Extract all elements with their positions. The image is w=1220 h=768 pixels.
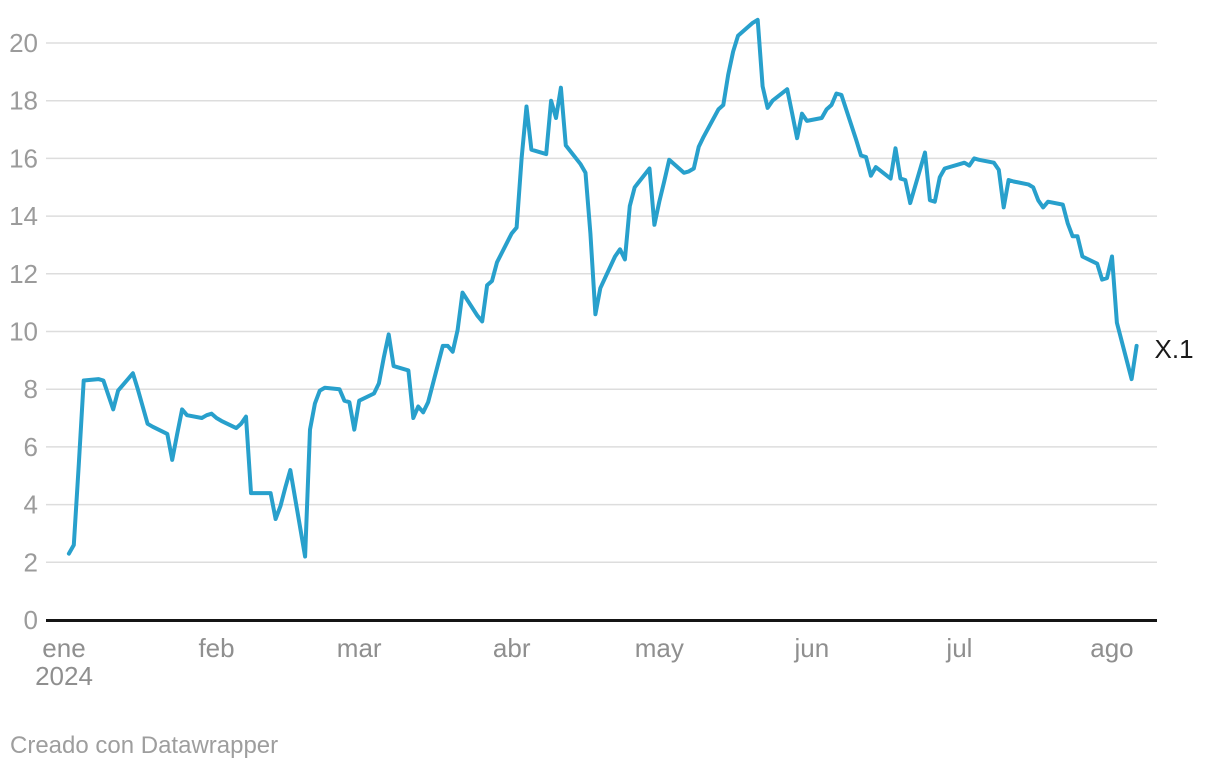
x-axis-month-label: jun [793, 633, 829, 663]
series-line [66, 17, 1139, 559]
y-axis-tick-label: 8 [24, 374, 38, 404]
y-axis-tick-label: 10 [9, 317, 38, 347]
y-axis-tick-label: 0 [24, 605, 38, 635]
y-axis-tick-label: 18 [9, 86, 38, 116]
x-axis-year-label: 2024 [35, 661, 93, 691]
x-axis-month-label: ene [42, 633, 85, 663]
y-axis-tick-label: 2 [24, 547, 38, 577]
x-axis-month-label: abr [493, 633, 531, 663]
y-axis-tick-label: 4 [24, 490, 38, 520]
x-axis-month-label: feb [198, 633, 234, 663]
y-axis-tick-label: 6 [24, 432, 38, 462]
series-end-label: X.1 [1155, 334, 1194, 364]
x-axis-month-label: mar [337, 633, 382, 663]
x-axis-month-label: ago [1090, 633, 1133, 663]
y-axis-tick-label: 14 [9, 201, 38, 231]
x-axis-month-label: jul [945, 633, 972, 663]
y-axis-tick-labels: 0 2 4 6 8 10 12 14 16 18 20 [9, 28, 38, 635]
gridlines [46, 42, 1157, 564]
y-axis-tick-label: 16 [9, 143, 38, 173]
datawrapper-credit-link[interactable]: Creado con Datawrapper [10, 732, 278, 759]
y-axis-tick-label: 20 [9, 28, 38, 58]
y-axis-tick-label: 12 [9, 259, 38, 289]
x-axis-month-label: may [635, 633, 684, 663]
